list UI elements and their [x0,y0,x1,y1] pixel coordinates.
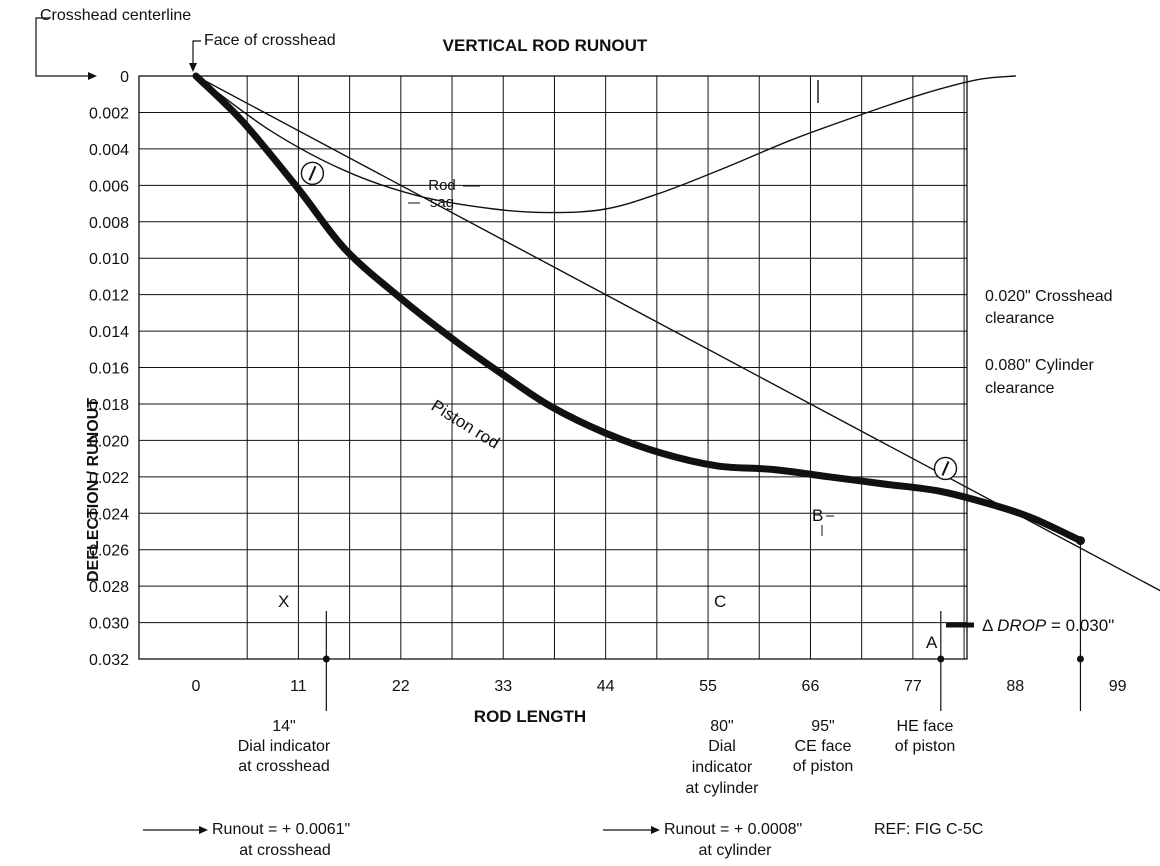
point-b-label: B [812,506,824,525]
reference-label: REF: FIG C-5C [874,821,984,838]
crosshead-centerline-leader [35,17,88,77]
y-tick-label: 0.024 [89,506,129,523]
chart-title: VERTICAL ROD RUNOUT [442,36,648,55]
crosshead-clearance-2: clearance [985,310,1055,327]
marker-95-line-3: of piston [792,758,854,775]
y-tick-label: 0.014 [89,324,129,341]
cylinder-clearance-2: clearance [985,380,1055,397]
y-tick-label: 0.012 [89,288,129,305]
x-tick-label: 55 [699,678,717,695]
x-tick-label: 22 [392,678,410,695]
y-tick-labels: 0 0.002 0.004 0.006 0.008 0.010 0.012 0.014 0.01… [89,69,129,669]
y-tick-label: 0.032 [89,652,129,669]
drop-value: = 0.030" [1046,616,1115,635]
x-tick-label: 44 [597,678,615,695]
x-tick-label: 11 [290,678,307,695]
y-tick-label: 0.028 [89,579,129,596]
runout-cylinder-line-2: at cylinder [698,842,772,859]
x-tick-labels: 0112233445566778899110 [192,678,1127,695]
y-tick-label: 0.026 [89,543,129,560]
chart-grid [138,75,968,660]
crosshead-centerline-label: Crosshead centerline [40,7,192,24]
x-tick-label: 99 [1109,678,1127,695]
marker-80-line-1: 80" [710,718,734,735]
y-tick-label: 0.030 [89,616,129,633]
face-of-crosshead-arrowhead [189,63,197,72]
reference-line [195,75,1160,592]
face-of-crosshead-leader [192,40,201,64]
marker-80-line-2: Dial [708,738,736,755]
point-x-label: X [278,592,290,611]
runout-crosshead-arrowhead [199,826,208,834]
rod-sag-label-2: sag [429,194,455,211]
point-c-label: C [714,592,727,611]
y-tick-label: 0.004 [89,142,129,159]
x-tick-label: 33 [494,678,512,695]
runout-crosshead-line-2: at crosshead [239,842,331,859]
marker-80-line-4: at cylinder [685,780,759,797]
y-tick-label: 0.016 [89,361,129,378]
marker-95-line-1: 95" [811,718,835,735]
drop-word: DROP [997,616,1047,635]
y-tick-label: 0.008 [89,215,129,232]
y-axis-title: DEFLECTION / RUNOUT [85,398,102,582]
crosshead-centerline-arrowhead [88,72,97,80]
x-tick-label: 0 [192,678,201,695]
marker-95-line-2: CE face [794,738,852,755]
y-tick-label: 0 [120,69,129,86]
delta-drop-label: Δ DROP = 0.030" [982,616,1114,636]
x-tick-label: 88 [1006,678,1024,695]
dial-indicator-needle [941,461,950,476]
point-a-label: A [926,633,938,652]
rod-sag-label-1: Rod [428,177,456,194]
marker-c-dot [937,655,945,663]
marker-14-line-2: Dial indicator [237,738,331,755]
delta-symbol: Δ [982,616,993,635]
marker-14-line-1: 14" [272,718,296,735]
runout-cylinder-line-1: Runout = + 0.0008" [664,821,803,838]
x-axis-title: ROD LENGTH [473,707,587,726]
runout-crosshead-line-1: Runout = + 0.0061" [212,821,351,838]
y-tick-label: 0.018 [89,397,129,414]
marker-14-line-3: at crosshead [238,758,330,775]
rod-sag-line [195,75,1016,214]
marker-80-line-3: indicator [691,759,753,776]
chart-series [192,72,1160,592]
piston-rod-line [192,72,1084,545]
y-tick-label: 0.020 [89,433,129,450]
y-tick-label: 0.010 [89,251,129,268]
crosshead-clearance-1: 0.020" Crosshead [985,288,1113,305]
marker-110-line-1: HE face [896,718,954,735]
face-of-crosshead-label: Face of crosshead [204,32,336,49]
dial-indicator-needle [308,165,317,181]
x-tick-label: 77 [904,678,922,695]
marker-x-dot [322,655,330,663]
y-tick-label: 0.006 [89,178,129,195]
marker-110-line-2: of piston [894,738,956,755]
runout-cylinder-arrowhead [651,826,660,834]
y-tick-label: 0.002 [89,105,129,122]
x-tick-label: 66 [802,678,820,695]
y-tick-label: 0.022 [89,470,129,487]
cylinder-clearance-1: 0.080" Cylinder [985,357,1094,374]
chart-annotations [35,17,1084,834]
marker-b-dot [1076,655,1084,663]
